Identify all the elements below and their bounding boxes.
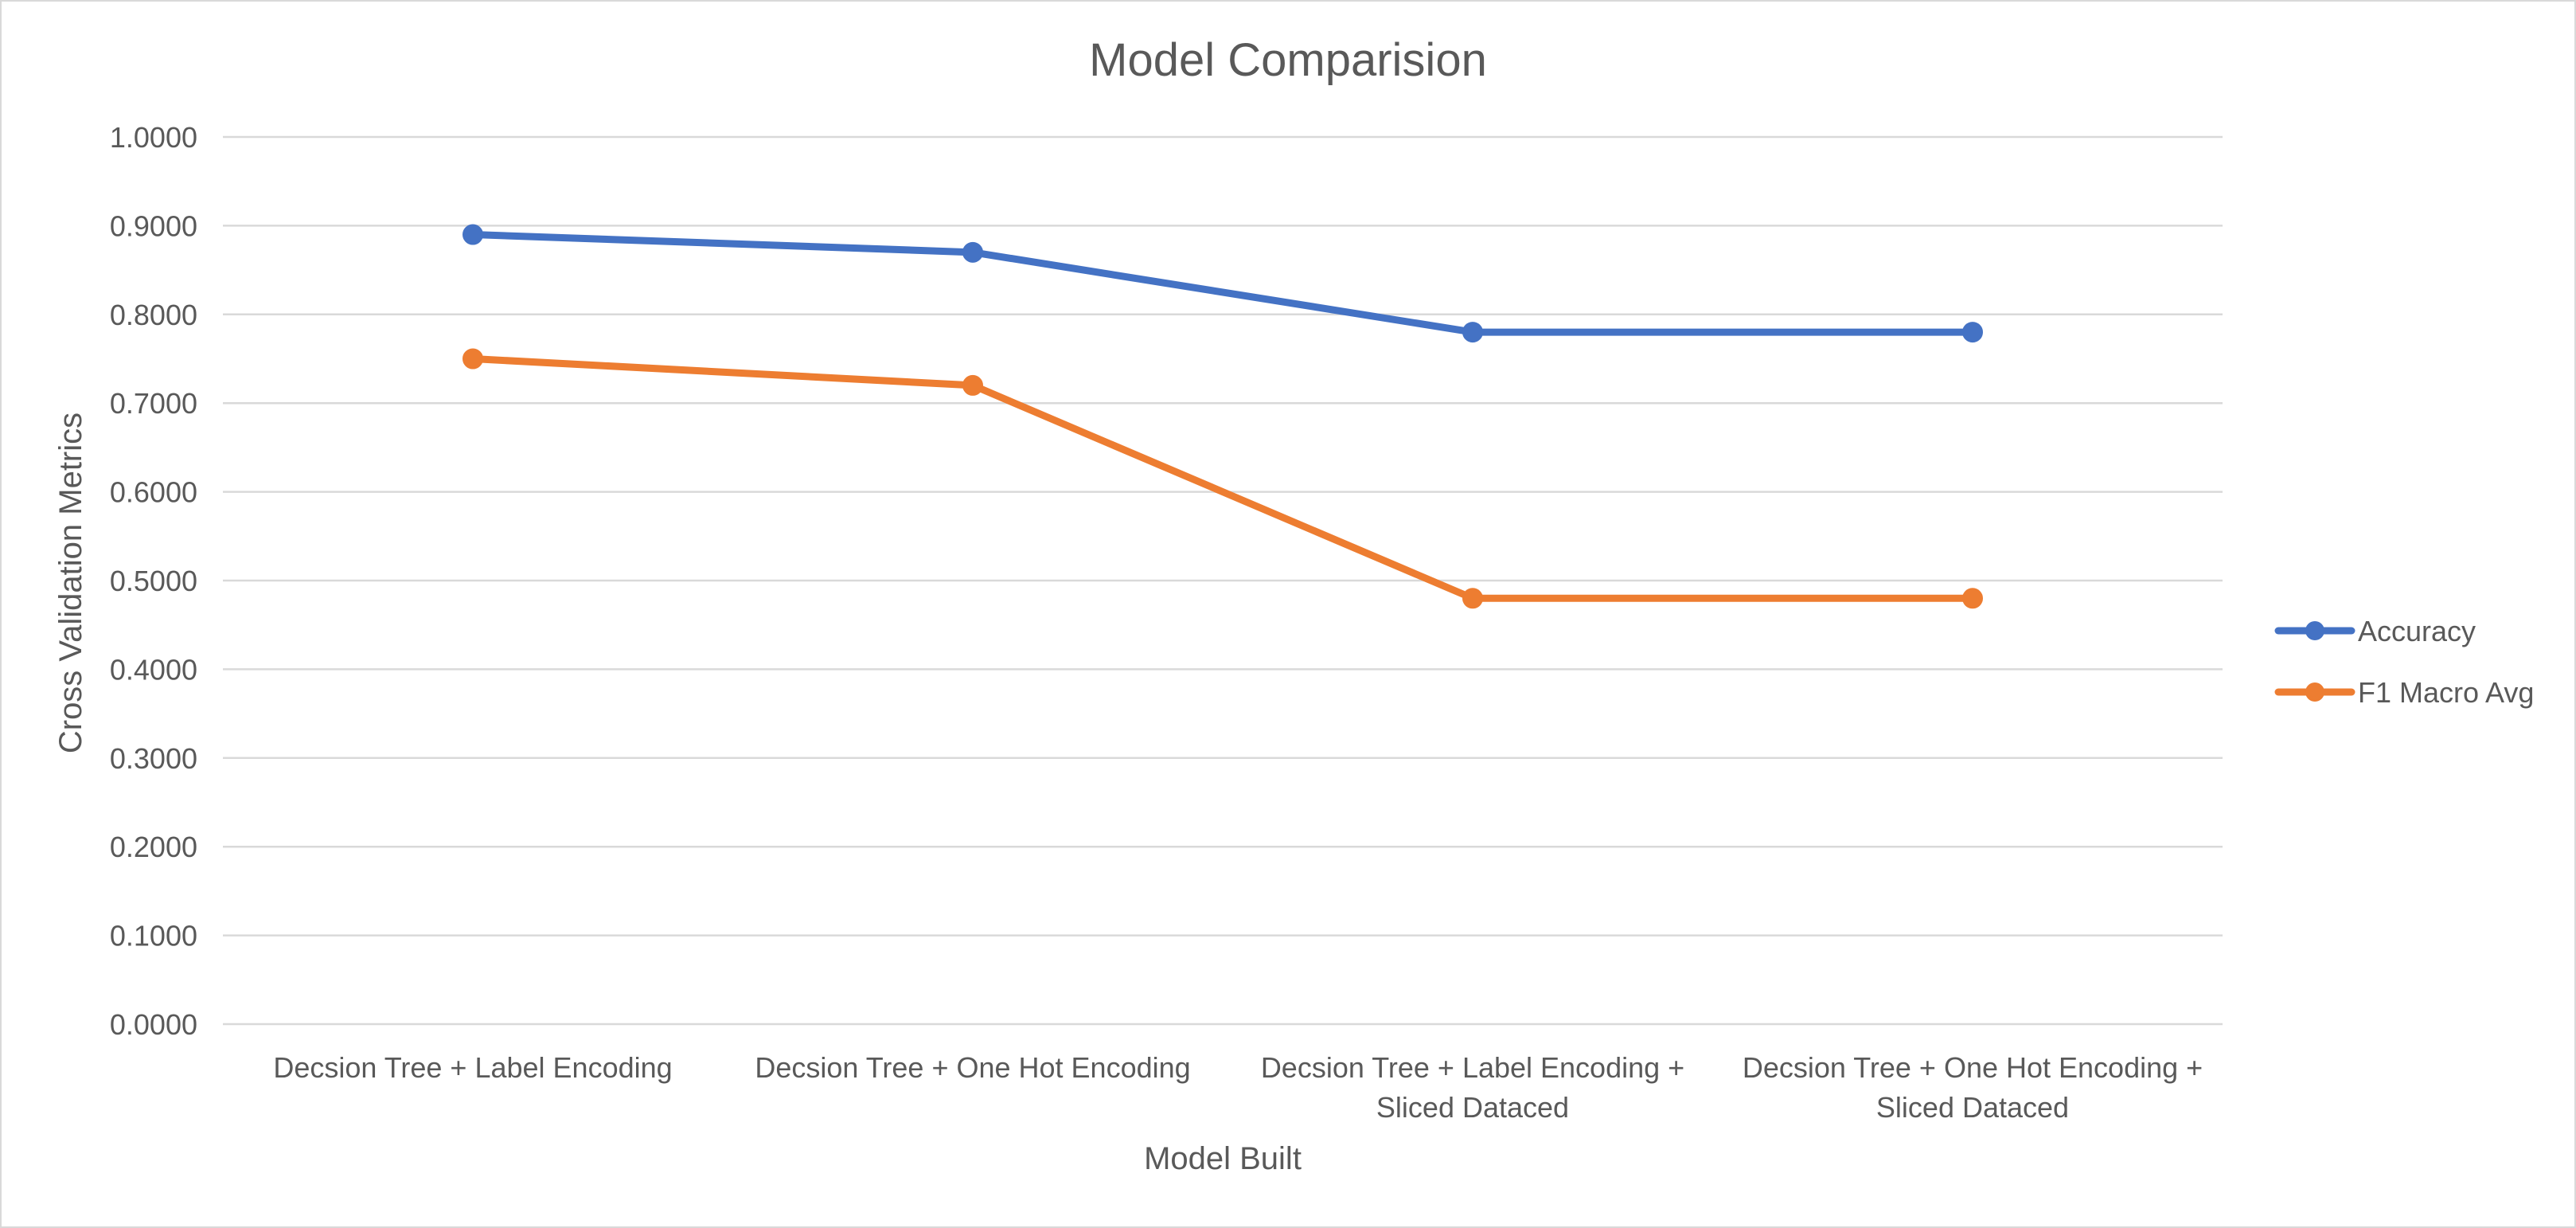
- x-tick-label: Decsion Tree + One Hot Encoding: [755, 1051, 1190, 1084]
- data-point: [962, 374, 983, 396]
- data-point: [1962, 588, 1983, 609]
- legend-item: F1 Macro Avg: [2274, 676, 2534, 709]
- series-f1-macro-avg: [463, 348, 1983, 609]
- y-tick-label: 0.9000: [110, 209, 197, 242]
- data-point: [1962, 322, 1983, 343]
- legend-label: F1 Macro Avg: [2358, 676, 2534, 709]
- data-point: [962, 241, 983, 263]
- x-axis-tick-labels: Decsion Tree + Label Encoding Decsion Tre…: [273, 1051, 2203, 1124]
- chart-title: Model Comparision: [1089, 34, 1487, 86]
- data-point: [463, 224, 483, 245]
- y-tick-label: 0.3000: [110, 742, 197, 775]
- series-layer: [463, 224, 1983, 609]
- legend-marker: [2305, 621, 2324, 640]
- y-tick-label: 0.4000: [110, 653, 197, 686]
- series-line: [469, 355, 1977, 602]
- legend-marker: [2305, 682, 2324, 702]
- gridlines: [223, 135, 2223, 1026]
- legend-label: Accuracy: [2358, 615, 2476, 647]
- series-accuracy: [463, 224, 1983, 343]
- x-tick-label: Decsion Tree + Label Encoding + Sliced Da…: [1261, 1051, 1684, 1124]
- y-tick-label: 0.5000: [110, 565, 197, 597]
- y-axis-tick-labels: 0.0000 0.1000 0.2000 0.3000 0.4000 0.5000 0.60…: [110, 121, 197, 1041]
- y-tick-label: 0.8000: [110, 299, 197, 331]
- data-point: [1462, 322, 1483, 343]
- y-tick-label: 0.1000: [110, 920, 197, 952]
- y-tick-label: 0.6000: [110, 476, 197, 509]
- y-tick-label: 0.7000: [110, 387, 197, 420]
- legend: Accuracy F1 Macro Avg: [2274, 615, 2534, 709]
- x-tick-label: Decsion Tree + Label Encoding: [273, 1051, 672, 1084]
- y-tick-label: 1.0000: [110, 121, 197, 154]
- y-tick-label: 0.2000: [110, 831, 197, 863]
- series-line: [469, 231, 1977, 336]
- legend-item: Accuracy: [2274, 615, 2476, 647]
- x-tick-label: Decsion Tree + One Hot Encoding + Sliced …: [1743, 1051, 2203, 1124]
- y-tick-label: 0.0000: [110, 1008, 197, 1041]
- data-point: [1462, 588, 1483, 609]
- x-axis-title: Model Built: [1144, 1141, 1302, 1176]
- y-axis-title: Cross Validation Metrics: [53, 413, 88, 753]
- data-point: [463, 348, 483, 370]
